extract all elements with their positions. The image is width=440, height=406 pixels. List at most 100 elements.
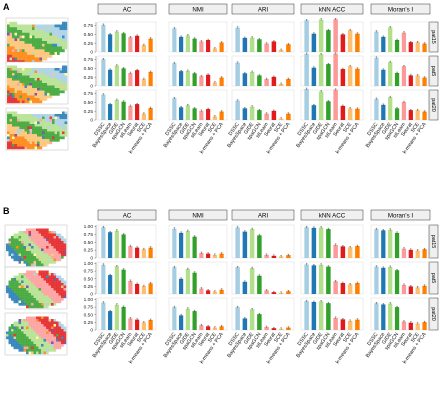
tissue-spot xyxy=(27,49,30,53)
tissue-spot xyxy=(12,114,15,117)
tissue-spot xyxy=(14,35,18,39)
tissue-spot xyxy=(49,78,53,81)
tissue-spot xyxy=(31,233,34,237)
tissue-spot xyxy=(53,236,57,239)
tissue-spot xyxy=(56,275,59,279)
tissue-spot xyxy=(14,95,18,99)
tissue-spot xyxy=(17,43,20,47)
tissue-spot xyxy=(46,339,49,342)
bar-gide xyxy=(114,99,119,120)
bar-gide xyxy=(114,65,119,86)
tissue-spot xyxy=(42,80,45,84)
tissue-spot xyxy=(63,248,67,252)
tissue-spot xyxy=(29,49,33,53)
tissue-spot xyxy=(53,298,57,301)
tissue-spot xyxy=(36,251,39,254)
bar-bayesspace xyxy=(381,104,386,120)
tissue-spot xyxy=(26,246,29,249)
tissue-spot xyxy=(44,35,48,39)
panel-letter: A xyxy=(3,2,10,12)
tissue-spot xyxy=(61,241,64,244)
tissue-spot xyxy=(26,336,29,340)
tissue-spot xyxy=(23,331,27,335)
tissue-spot xyxy=(19,70,23,74)
tissue-spot xyxy=(19,83,23,86)
tissue-spot xyxy=(12,131,15,135)
tissue-spot xyxy=(28,326,32,330)
tissue-spot xyxy=(33,278,37,281)
tissue-spot xyxy=(7,54,10,58)
tissue-spot xyxy=(37,49,40,53)
tissue-spot xyxy=(54,46,58,50)
bar-sce xyxy=(347,30,353,52)
tissue-spot xyxy=(36,236,39,239)
bar-bayesspace xyxy=(381,69,386,86)
tissue-spot xyxy=(48,253,52,257)
tissue-spot xyxy=(39,75,43,79)
bar-gide xyxy=(318,19,324,53)
tissue-spot xyxy=(33,275,37,279)
tissue-spot xyxy=(13,246,17,249)
tissue-spot xyxy=(24,27,28,31)
facet-strip xyxy=(231,209,295,221)
facet-strip-label: ARI xyxy=(258,7,269,14)
tissue-spot xyxy=(48,293,52,296)
tissue-spot xyxy=(32,129,35,132)
tissue-spot xyxy=(34,60,38,64)
tissue-spot xyxy=(11,339,14,342)
tissue-spot xyxy=(8,295,12,299)
tissue-spot xyxy=(38,236,42,239)
tissue-spot xyxy=(41,263,44,267)
tissue-spot xyxy=(59,83,63,86)
tissue-spot xyxy=(18,236,22,239)
tissue-spot xyxy=(64,30,68,33)
tissue-spot xyxy=(7,35,10,39)
tissue-spot xyxy=(19,136,23,140)
tissue-spot xyxy=(36,339,39,342)
tissue-spot xyxy=(41,246,44,249)
tissue-spot xyxy=(33,290,37,294)
row-strip xyxy=(428,297,439,331)
tissue-spot xyxy=(64,134,68,137)
tissue-spot xyxy=(28,329,32,332)
tissue-spot xyxy=(61,329,64,332)
tissue-spot xyxy=(61,324,64,327)
tissue-spot xyxy=(17,98,20,101)
tissue-spot xyxy=(57,78,60,81)
bar-sce xyxy=(347,247,353,258)
tissue-spot xyxy=(43,258,47,262)
tissue-spot xyxy=(46,295,49,299)
tissue-spot xyxy=(7,139,10,142)
bar-dssc xyxy=(172,63,177,86)
tissue-spot xyxy=(56,298,59,301)
tissue-spot xyxy=(23,346,27,350)
tissue-spot xyxy=(52,46,55,50)
bar-sce xyxy=(347,320,353,330)
tissue-spot xyxy=(14,88,18,91)
x-tick-label: SCE xyxy=(273,121,284,134)
tissue-spot xyxy=(62,80,65,84)
tissue-spot xyxy=(28,273,32,276)
tissue-spot xyxy=(59,124,63,127)
tissue-spot xyxy=(56,278,59,281)
tissue-spot xyxy=(41,278,44,281)
tissue-spot xyxy=(49,85,53,89)
tissue-spot xyxy=(18,253,22,257)
tissue-spot xyxy=(18,256,22,259)
bar-sce xyxy=(278,83,284,86)
tissue-spot xyxy=(41,305,44,309)
tissue-spot xyxy=(22,124,25,127)
tissue-spot xyxy=(46,300,49,304)
bar-spagcn xyxy=(326,266,331,294)
tissue-spot xyxy=(19,95,23,99)
tissue-spot xyxy=(42,131,45,135)
tissue-spot xyxy=(53,290,57,294)
tissue-spot xyxy=(34,144,38,147)
tissue-spot xyxy=(33,258,37,262)
tissue-spot xyxy=(56,243,59,247)
tissue-spot xyxy=(9,88,13,91)
bar-spagcn xyxy=(394,307,400,330)
tissue-spot xyxy=(11,324,14,327)
tissue-spot xyxy=(13,256,17,259)
tissue-spot xyxy=(9,75,13,79)
